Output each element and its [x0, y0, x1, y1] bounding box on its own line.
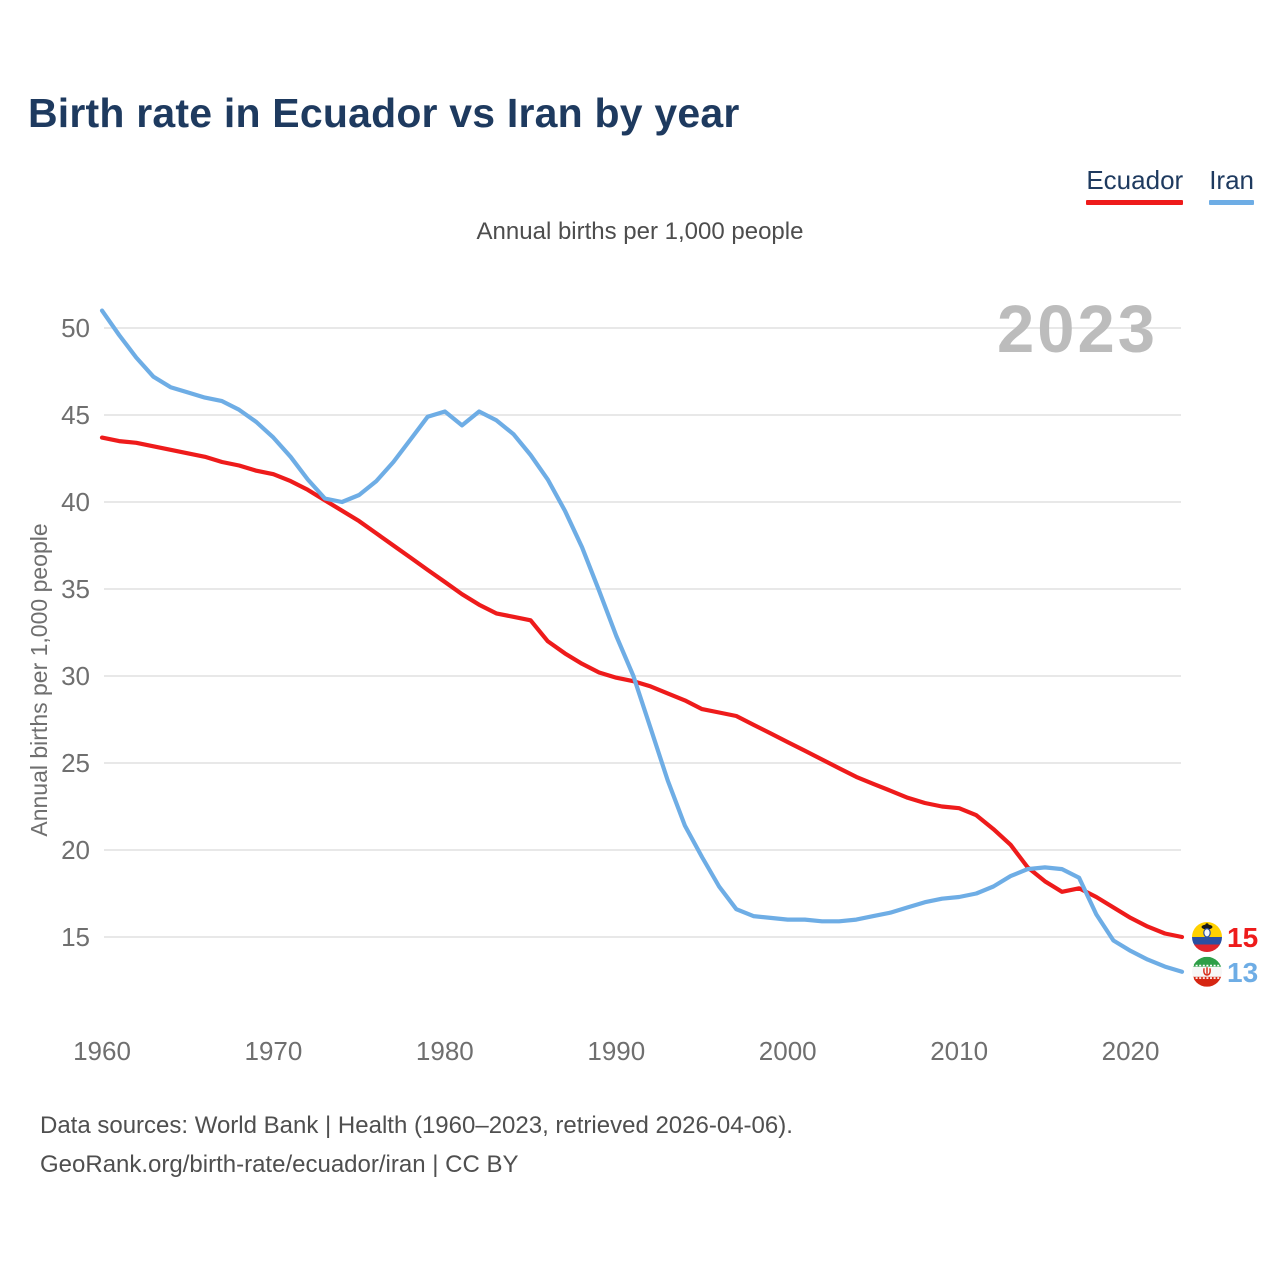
- x-tick-1980: 1980: [416, 1036, 474, 1066]
- y-tick-35: 35: [61, 574, 90, 604]
- page-title: Birth rate in Ecuador vs Iran by year: [28, 90, 740, 136]
- legend-item-iran[interactable]: Iran: [1209, 165, 1254, 205]
- y-tick-40: 40: [61, 487, 90, 517]
- footer: Data sources: World Bank | Health (1960–…: [40, 1106, 793, 1184]
- series-line-iran: [99, 308, 1185, 974]
- y-tick-50: 50: [61, 313, 90, 343]
- series-line-ecuador: [99, 435, 1185, 940]
- y-axis-title: Annual births per 1,000 people: [26, 523, 52, 836]
- x-tick-2020: 2020: [1102, 1036, 1160, 1066]
- x-tick-2010: 2010: [930, 1036, 988, 1066]
- end-value-ecuador: 15: [1227, 922, 1258, 953]
- legend: Ecuador Iran: [1086, 165, 1254, 205]
- legend-label-iran: Iran: [1209, 165, 1254, 195]
- x-tick-2000: 2000: [759, 1036, 817, 1066]
- end-value-iran: 13: [1227, 957, 1258, 988]
- legend-item-ecuador[interactable]: Ecuador: [1086, 165, 1184, 205]
- legend-swatch-ecuador: [1086, 200, 1184, 205]
- y-tick-30: 30: [61, 661, 90, 691]
- y-tick-20: 20: [61, 835, 90, 865]
- x-tick-1960: 1960: [73, 1036, 131, 1066]
- x-tick-1970: 1970: [245, 1036, 303, 1066]
- ecuador-flag-icon: [1192, 922, 1222, 952]
- y-tick-25: 25: [61, 748, 90, 778]
- footer-url: GeoRank.org/birth-rate/ecuador/iran | CC…: [40, 1151, 519, 1178]
- y-tick-45: 45: [61, 400, 90, 430]
- x-tick-1990: 1990: [587, 1036, 645, 1066]
- y-tick-15: 15: [61, 922, 90, 952]
- footer-sources: Data sources: World Bank | Health (1960–…: [40, 1112, 793, 1139]
- iran-flag-icon: [1192, 956, 1222, 987]
- chart-subtitle: Annual births per 1,000 people: [476, 218, 804, 245]
- legend-swatch-iran: [1209, 200, 1254, 205]
- watermark-year: 2023: [997, 292, 1158, 367]
- legend-label-ecuador: Ecuador: [1086, 165, 1184, 195]
